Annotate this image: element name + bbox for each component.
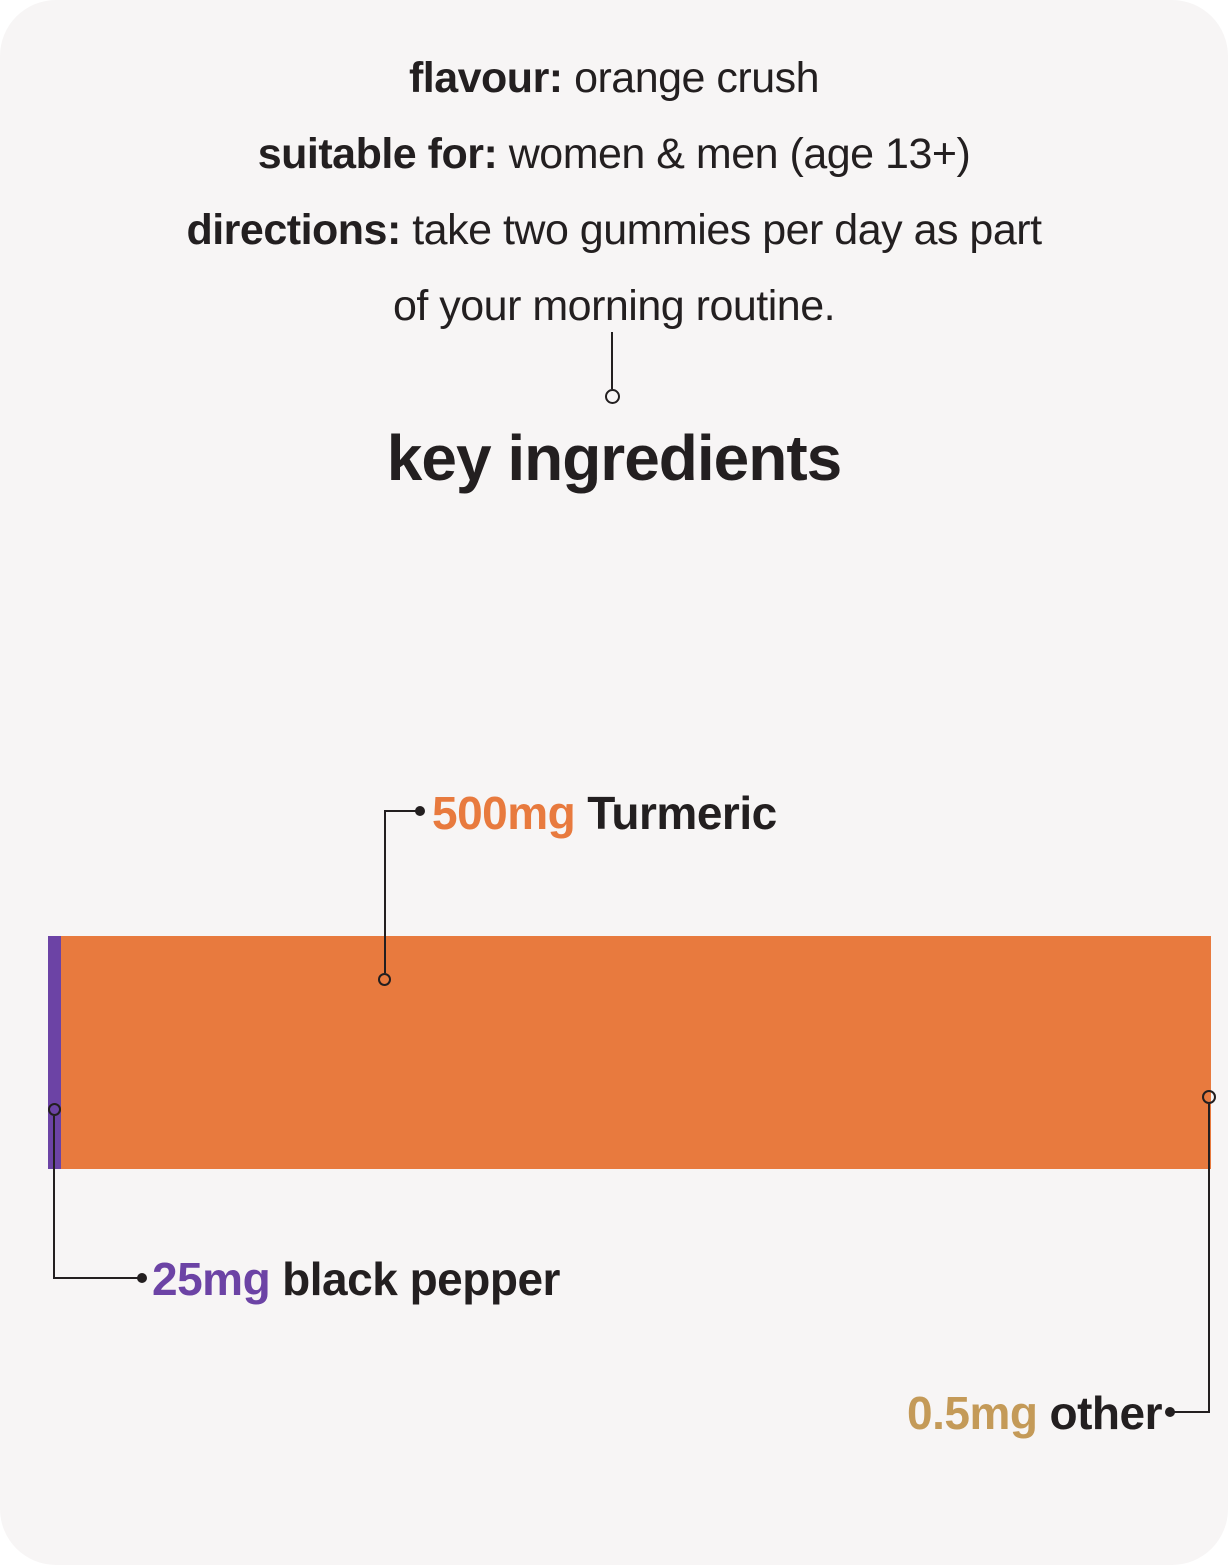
label-other: 0.5mg other [907, 1386, 1162, 1440]
heading-connector-line [611, 332, 613, 389]
other-callout-line [1208, 1104, 1210, 1413]
turmeric-callout-dot-icon [415, 806, 425, 816]
info-value: take two gummies per day as part [400, 206, 1042, 254]
info-value: of your morning routine. [392, 282, 836, 330]
turmeric-callout-line [385, 810, 422, 812]
info-line-suitable-for: suitable for: women & men (age 13+) [0, 116, 1228, 192]
black-pepper-callout-line [53, 1116, 55, 1279]
turmeric-callout-circle-icon [378, 973, 391, 986]
other-callout-dot-icon [1165, 1407, 1175, 1417]
label-black-pepper: 25mg black pepper [152, 1252, 560, 1306]
other-callout-line [1174, 1411, 1210, 1413]
turmeric-callout-line [384, 810, 386, 973]
black-pepper-name: black pepper [282, 1253, 560, 1305]
turmeric-amount: 500mg [432, 787, 576, 839]
other-name: other [1049, 1387, 1163, 1439]
section-title: key ingredients [386, 422, 843, 494]
black-pepper-callout-dot-icon [137, 1273, 147, 1283]
other-amount: 0.5mg [907, 1387, 1038, 1439]
info-line-directions-cont: of your morning routine. [0, 268, 1228, 344]
heading-connector-circle-icon [605, 389, 620, 404]
info-label: directions: [186, 206, 401, 254]
ingredients-stacked-bar [48, 936, 1211, 1169]
black-pepper-amount: 25mg [152, 1253, 271, 1305]
info-label: flavour: [408, 54, 563, 102]
info-line-directions: directions: take two gummies per day as … [0, 192, 1228, 268]
info-value: women & men (age 13+) [497, 130, 971, 178]
bar-segment-turmeric [61, 936, 1211, 1169]
info-label: suitable for: [257, 130, 498, 178]
other-callout-circle-icon [1202, 1090, 1216, 1104]
product-info: flavour: orange crush suitable for: wome… [0, 40, 1228, 344]
black-pepper-callout-circle-icon [48, 1103, 61, 1116]
turmeric-name: Turmeric [587, 787, 777, 839]
info-value: orange crush [562, 54, 820, 102]
black-pepper-callout-line [53, 1277, 138, 1279]
info-line-flavour: flavour: orange crush [0, 40, 1228, 116]
label-turmeric: 500mg Turmeric [432, 786, 777, 840]
